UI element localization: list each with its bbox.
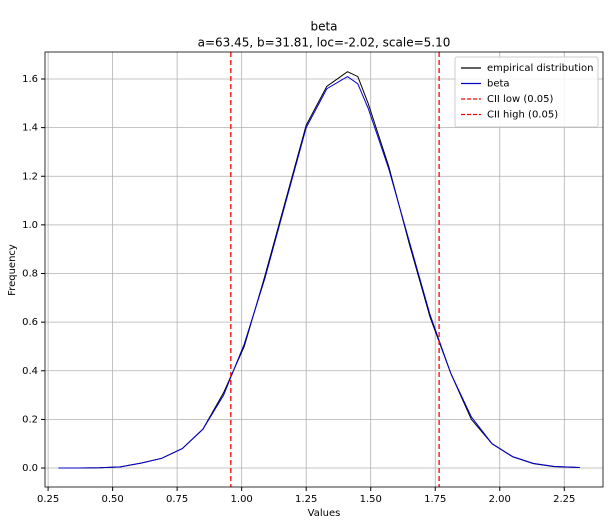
y-tick-label: 1.2 [22, 171, 38, 182]
legend-box [454, 56, 599, 128]
x-axis-label: Values [308, 508, 341, 519]
x-tick-label: 2.00 [489, 494, 511, 505]
y-tick-label: 0.0 [22, 463, 38, 474]
x-tick-label: 1.50 [360, 494, 382, 505]
legend-label: CII high (0.05) [487, 110, 558, 121]
legend-label: CII low (0.05) [487, 94, 553, 105]
y-tick-label: 1.6 [22, 74, 38, 85]
series-line [58, 75, 580, 469]
y-tick-label: 0.6 [22, 317, 38, 328]
x-tick-label: 0.25 [37, 494, 59, 505]
x-tick-label: 1.75 [424, 494, 446, 505]
legend-label: beta [487, 79, 510, 90]
x-tick-label: 0.50 [101, 494, 123, 505]
x-tick-label: 1.00 [231, 494, 253, 505]
x-tick-label: 0.75 [166, 494, 188, 505]
chart-subtitle: a=63.45, b=31.81, loc=-2.02, scale=5.10 [198, 36, 451, 50]
x-tick-label: 2.25 [553, 494, 575, 505]
y-tick-label: 0.8 [22, 269, 38, 280]
y-tick-label: 1.4 [22, 123, 38, 134]
chart-title: beta [310, 20, 337, 34]
y-tick-label: 1.0 [22, 220, 38, 231]
y-tick-label: 0.4 [22, 366, 38, 377]
plot-frame [44, 51, 604, 488]
legend-label: empirical distribution [487, 63, 593, 74]
y-tick-label: 0.2 [22, 414, 38, 425]
x-tick-label: 1.25 [295, 494, 317, 505]
y-axis-label: Frequency [7, 244, 18, 296]
